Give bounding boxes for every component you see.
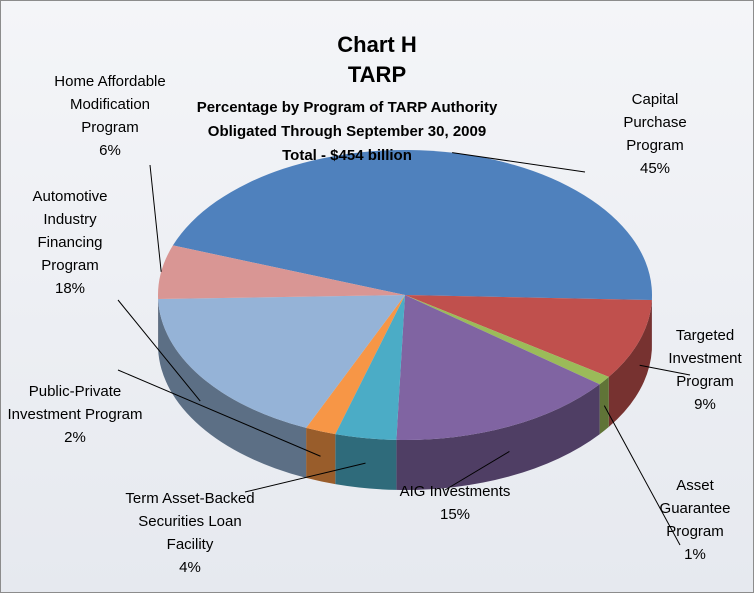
slice-side [608,300,652,427]
slice [405,295,652,377]
leader-line [444,450,510,491]
leader-line [117,369,321,457]
title-line: TARP [347,62,407,87]
category-label: AIG Investments [399,483,511,500]
slice [172,149,652,301]
slice-side [599,376,609,435]
category-label: Targeted Investment Program [668,327,742,390]
value-label: 4% [179,559,201,576]
slice-label: Term Asset-Backed Securities Loan Facili… [120,487,260,579]
slice-side [306,427,336,485]
category-label: Home Affordable Modification Program [54,73,166,136]
slice-label: Targeted Investment Program 9% [650,324,754,416]
leader-line [117,299,201,402]
leader-line [452,152,586,173]
category-label: Capital Purchase Program [623,91,687,154]
slice [158,295,405,428]
title-line: Chart H [337,32,417,57]
leader-line [149,164,162,272]
chart-title: Chart H TARP [0,30,754,90]
chart-subtitle: Percentage by Program of TARP Authority … [0,96,724,168]
value-label: 9% [694,396,716,413]
slice [306,295,405,435]
leader-line [244,462,366,493]
leader-line [603,405,681,546]
category-label: Term Asset-Backed Securities Loan Facili… [125,490,255,553]
slice [158,245,405,300]
value-label: 6% [99,142,121,159]
slice [396,295,600,441]
slice-label: Home Affordable Modification Program 6% [50,70,170,162]
subtitle-line: Total - $454 billion [282,147,412,164]
slice-side [396,384,600,491]
subtitle-line: Obligated Through September 30, 2009 [207,123,487,140]
slice [335,295,405,440]
slice [405,295,609,385]
category-label: Public-Private Investment Program [7,383,143,423]
slice-label: AIG Investments 15% [390,480,520,526]
category-label: Asset Guarantee Program [659,477,731,540]
value-label: 45% [639,160,671,177]
slice-label: Asset Guarantee Program 1% [645,474,745,566]
slice-side [335,434,397,490]
value-label: 18% [54,280,86,297]
slice-label: Automotive Industry Financing Program 18% [10,185,130,300]
slice-side [158,299,307,478]
subtitle-line: Percentage by Program of TARP Authority [196,99,498,116]
value-label: 15% [439,506,471,523]
value-label: 1% [684,546,706,563]
category-label: Automotive Industry Financing Program [32,188,108,274]
slice-label: Capital Purchase Program 45% [600,88,710,180]
value-label: 2% [64,429,86,446]
slice-label: Public-Private Investment Program 2% [5,380,145,449]
leader-line [639,364,691,376]
